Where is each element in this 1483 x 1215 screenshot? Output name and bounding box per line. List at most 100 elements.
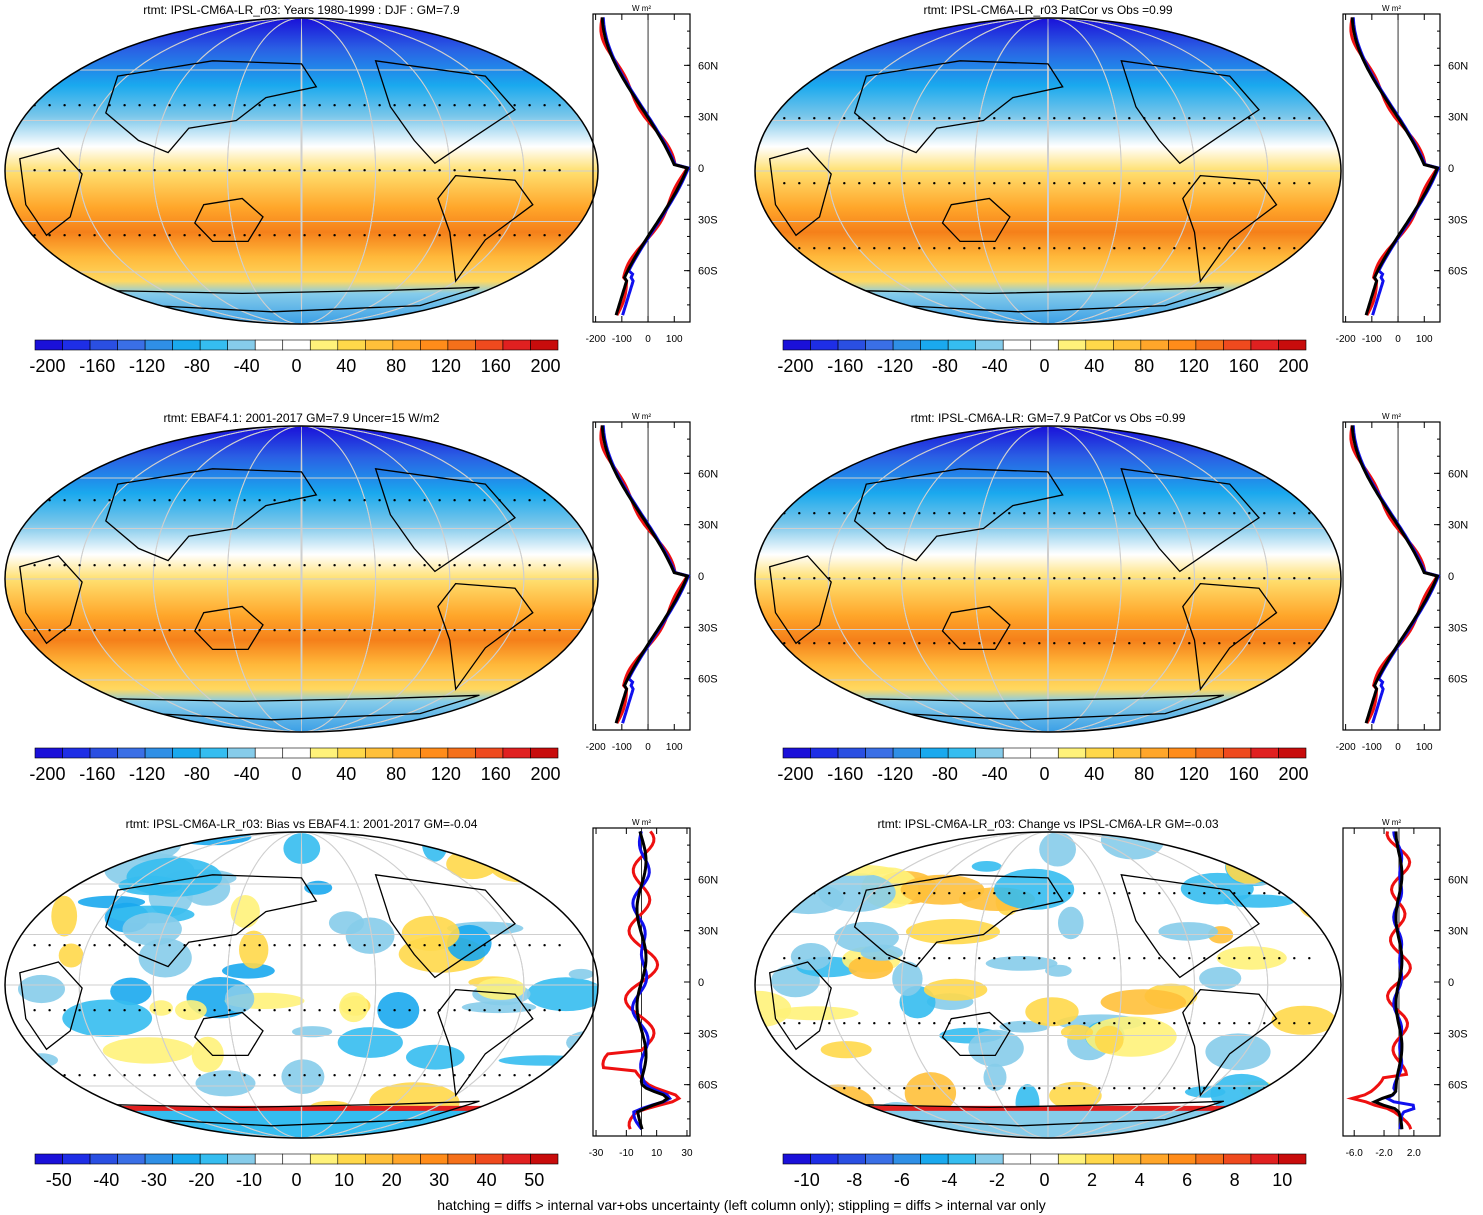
- zonal-profile: W m² -200 -100 0 100 60N 30N 0 30S 60S: [1336, 4, 1469, 345]
- colorbar-label: 160: [481, 764, 511, 784]
- colorbar-label: -30: [141, 1170, 167, 1190]
- colorbar-bin: [1002, 1153, 1032, 1165]
- zonal-profile: W m² -200 -100 0 100 60N 30N 0 30S 60S: [586, 412, 719, 753]
- profile-unit: W m²: [1382, 412, 1401, 421]
- profile-xtick: 100: [666, 742, 683, 753]
- colorbar-label: -80: [184, 764, 210, 784]
- footer-note: hatching = diffs > internal var+obs unce…: [437, 1197, 1046, 1213]
- colorbar: -200 -160 -120 -80 -40 0 40 80 120 160 200: [777, 747, 1309, 784]
- colorbar-label: 200: [1279, 356, 1309, 376]
- colorbar-label: 40: [1084, 764, 1104, 784]
- profile-ytick: 30N: [698, 112, 718, 124]
- colorbar-label: 200: [531, 764, 561, 784]
- profile-ytick: 60S: [1448, 1080, 1468, 1092]
- colorbar-label: 160: [1229, 356, 1259, 376]
- profile-xtick: 100: [666, 334, 683, 345]
- profile-ytick: 60S: [698, 674, 718, 686]
- colorbar: -50 -40 -30 -20 -10 0 10 20 30 40 50: [34, 1153, 559, 1190]
- profile-unit: W m²: [1382, 4, 1401, 13]
- colorbar-label: -10: [794, 1170, 820, 1190]
- colorbar-label: 80: [386, 356, 406, 376]
- map-field: [5, 426, 598, 732]
- profile-ytick: 60S: [698, 266, 718, 278]
- colorbar-label: 6: [1182, 1170, 1192, 1190]
- profile-ytick: 60S: [698, 1080, 718, 1092]
- colorbar-label: 50: [524, 1170, 544, 1190]
- colorbar-bin: [530, 1153, 559, 1165]
- colorbar-label: -160: [79, 356, 115, 376]
- profile-xtick: -10: [619, 1148, 634, 1159]
- colorbar-bin: [1140, 1153, 1169, 1165]
- colorbar-label: -160: [827, 356, 863, 376]
- profile-ytick: 30N: [698, 926, 718, 938]
- colorbar-bin: [1085, 1153, 1114, 1165]
- colorbar-label: -40: [982, 764, 1008, 784]
- colorbar-label: 200: [1279, 764, 1309, 784]
- map-field: [755, 18, 1341, 324]
- profile-ytick: 0: [698, 977, 704, 989]
- profile-ytick: 30N: [698, 520, 718, 532]
- colorbar-label: 0: [291, 1170, 301, 1190]
- profile-ytick: 60N: [1448, 874, 1468, 886]
- colorbar-label: 20: [382, 1170, 402, 1190]
- profile-xtick: -200: [586, 334, 606, 345]
- profile-ytick: 0: [1448, 977, 1454, 989]
- colorbar-bin: [782, 1153, 811, 1165]
- panel-title: rtmt: IPSL-CM6A-LR: GM=7.9 PatCor vs Obs…: [910, 411, 1186, 425]
- panel-title: rtmt: IPSL-CM6A-LR_r03: Change vs IPSL-C…: [877, 817, 1219, 831]
- map-border: [4, 831, 599, 1139]
- colorbar-label: 0: [291, 356, 301, 376]
- colorbar-label: -120: [129, 764, 165, 784]
- profile-line-blk: [1370, 831, 1404, 1130]
- colorbar-bin: [1278, 339, 1307, 351]
- map-field: [5, 18, 598, 324]
- colorbar-label: 10: [334, 1170, 354, 1190]
- colorbar-bin: [1057, 1153, 1087, 1165]
- profile-ytick: 60N: [698, 60, 718, 72]
- colorbar-bin: [892, 1153, 921, 1165]
- colorbar-label: 10: [1272, 1170, 1292, 1190]
- profile-ytick: 60S: [1448, 266, 1468, 278]
- colorbar-label: -80: [184, 356, 210, 376]
- profile-ytick: 60N: [698, 874, 718, 886]
- profile-xtick: -100: [612, 334, 632, 345]
- profile-ytick: 0: [1448, 163, 1454, 175]
- colorbar-label: 160: [481, 356, 511, 376]
- colorbar-label: -50: [46, 1170, 72, 1190]
- profile-ytick: 30S: [1448, 1028, 1468, 1040]
- profile-unit: W m²: [632, 4, 651, 13]
- profile-ytick: 60N: [1448, 60, 1468, 72]
- profile-ytick: 60N: [698, 468, 718, 480]
- colorbar-label: 0: [1039, 1170, 1049, 1190]
- profile-xtick: 0: [645, 334, 651, 345]
- colorbar-bin: [1168, 1153, 1197, 1165]
- profile-line-blk: [635, 830, 670, 1130]
- colorbar-label: -40: [234, 764, 260, 784]
- profile-ytick: 30S: [698, 214, 718, 226]
- profile-ytick: 30S: [698, 1028, 718, 1040]
- panel-title: rtmt: IPSL-CM6A-LR_r03: Years 1980-1999 …: [143, 3, 460, 17]
- profile-ytick: 0: [698, 163, 704, 175]
- profile-xtick: -30: [589, 1148, 604, 1159]
- colorbar-label: 0: [1039, 764, 1049, 784]
- zonal-profile: W m² -6.0 -2.0 2.0 60N 30N 0 30S 60S: [1342, 818, 1468, 1159]
- colorbar-label: -80: [932, 356, 958, 376]
- colorbar-label: 40: [336, 356, 356, 376]
- profile-xtick: 0: [1395, 742, 1401, 753]
- map-border: [754, 425, 1342, 733]
- map-border: [754, 831, 1342, 1139]
- colorbar-label: 2: [1087, 1170, 1097, 1190]
- profile-line-blk: [1350, 425, 1440, 724]
- profile-unit: W m²: [1382, 818, 1401, 827]
- colorbar-label: -120: [129, 356, 165, 376]
- colorbar-label: -200: [777, 764, 813, 784]
- profile-xtick: 0: [1395, 334, 1401, 345]
- colorbar: -200 -160 -120 -80 -40 0 40 80 120 160 200: [29, 339, 561, 376]
- colorbar-label: -200: [29, 764, 65, 784]
- profile-xtick: 100: [1416, 334, 1433, 345]
- colorbar-bin: [865, 1153, 894, 1165]
